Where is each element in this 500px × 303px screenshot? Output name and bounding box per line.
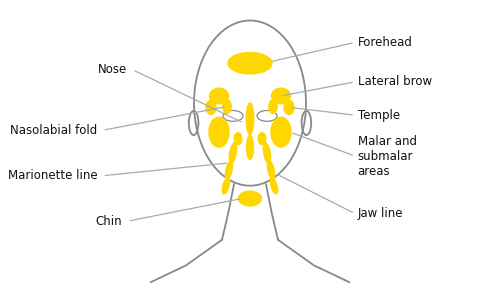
Ellipse shape: [246, 135, 254, 159]
Text: Marionette line: Marionette line: [8, 169, 98, 182]
Ellipse shape: [209, 117, 229, 147]
Ellipse shape: [284, 100, 294, 115]
Text: Chin: Chin: [96, 215, 122, 228]
Text: Jaw line: Jaw line: [358, 207, 403, 220]
Ellipse shape: [238, 191, 262, 206]
Text: Forehead: Forehead: [358, 36, 412, 49]
Ellipse shape: [264, 143, 270, 163]
Ellipse shape: [268, 161, 274, 179]
Ellipse shape: [230, 143, 236, 163]
Ellipse shape: [270, 178, 278, 194]
Text: Nose: Nose: [98, 63, 128, 76]
Ellipse shape: [222, 178, 230, 194]
Ellipse shape: [269, 100, 277, 113]
Text: Temple: Temple: [358, 109, 400, 122]
Ellipse shape: [210, 88, 229, 104]
Ellipse shape: [234, 133, 242, 145]
Ellipse shape: [206, 100, 216, 115]
Ellipse shape: [246, 103, 254, 135]
Ellipse shape: [272, 88, 290, 104]
Ellipse shape: [223, 100, 231, 113]
Text: Lateral brow: Lateral brow: [358, 75, 432, 88]
Text: Malar and
submalar
areas: Malar and submalar areas: [358, 135, 416, 178]
Ellipse shape: [226, 161, 232, 179]
Ellipse shape: [258, 133, 266, 145]
Ellipse shape: [271, 117, 291, 147]
Ellipse shape: [228, 52, 272, 74]
Text: Nasolabial fold: Nasolabial fold: [10, 124, 98, 137]
